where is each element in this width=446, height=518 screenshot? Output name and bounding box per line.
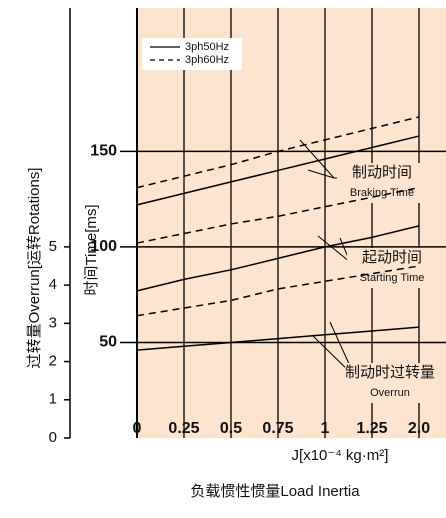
y2-axis-label: 过转量Overrun[运转Rotations] — [26, 168, 43, 369]
y-tick-label: 150 — [90, 143, 117, 160]
annotation-bg — [347, 248, 443, 288]
legend-label: 3ph50Hz — [185, 41, 229, 53]
x-tick-label: 0.75 — [262, 420, 293, 437]
x-tick-label: 0.25 — [168, 420, 199, 437]
y2-tick-label: 5 — [49, 238, 57, 255]
x-axis-label-2: 负载惯性惯量Load Inertia — [190, 483, 360, 500]
annotation-bg — [345, 363, 441, 403]
annotation-sub: Overrun — [370, 387, 410, 399]
annotation-text: 制动时过转量 — [345, 364, 435, 381]
legend-box — [142, 38, 242, 70]
x-tick-label: 2.0 — [408, 420, 430, 437]
x-tick-label: 1 — [321, 420, 330, 437]
y2-tick-label: 4 — [49, 276, 57, 293]
annotation-sub: Braking Time — [350, 187, 414, 199]
data-line — [136, 326, 420, 351]
annotation-text: 起动时间 — [362, 249, 422, 266]
y2-tick-label: 2 — [49, 353, 57, 370]
annotation-bg — [337, 163, 433, 203]
data-line — [136, 135, 420, 206]
x-tick-label: 0 — [133, 420, 142, 437]
data-line — [136, 225, 420, 292]
y2-tick-label: 3 — [49, 314, 57, 331]
y-tick-label: 50 — [99, 334, 117, 351]
annotation-text: 制动时间 — [352, 164, 412, 181]
x-tick-label: 1.25 — [356, 420, 387, 437]
x-axis-label: J[x10⁻⁴ kg·m²] — [292, 447, 389, 464]
data-line — [136, 116, 420, 189]
y2-tick-label: 0 — [49, 429, 57, 446]
legend-label: 3ph60Hz — [185, 54, 229, 66]
x-tick-label: 0.5 — [220, 420, 242, 437]
annotation-sub: Starting Time — [360, 272, 425, 284]
y-axis-label: 时间Time[ms] — [83, 204, 100, 295]
y2-tick-label: 1 — [49, 391, 57, 408]
y-tick-label: 100 — [90, 238, 117, 255]
annotations: 制动时间 Braking Time 起动时间 Starting Time 制动时过转量 O… — [337, 163, 443, 403]
